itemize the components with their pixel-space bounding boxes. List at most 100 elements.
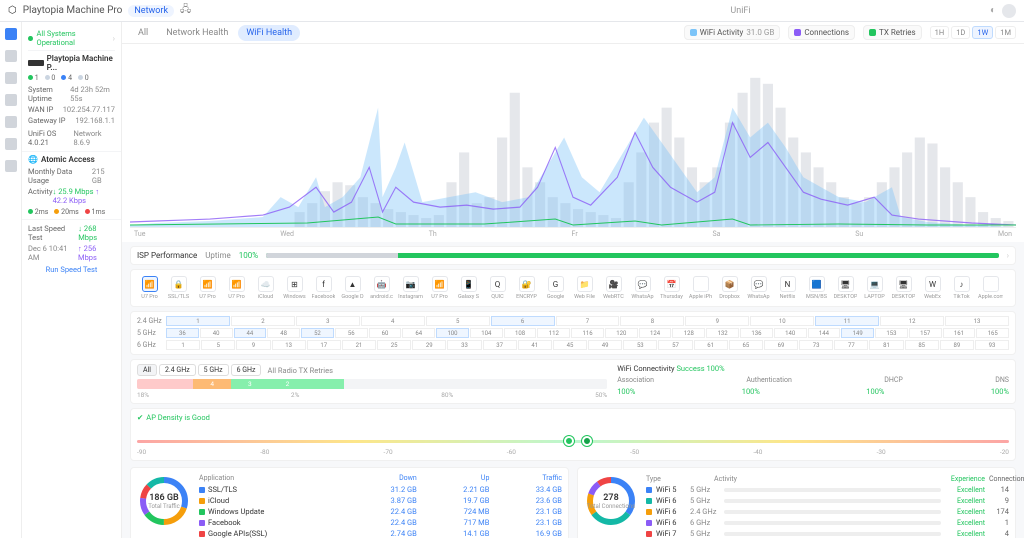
channel-120[interactable]: 120 <box>605 328 638 338</box>
channel-40[interactable]: 40 <box>200 328 233 338</box>
app-tile[interactable]: GGoogle <box>543 274 568 302</box>
channel-81[interactable]: 81 <box>869 340 903 350</box>
channel-48[interactable]: 48 <box>267 328 300 338</box>
channel-6[interactable]: 6 <box>491 316 555 326</box>
legend-connections[interactable]: Connections <box>788 25 855 40</box>
app-tile[interactable]: Apple.com <box>978 274 1003 302</box>
traffic-row[interactable]: iCloud3.87 GB19.7 GB23.6 GB <box>199 495 562 506</box>
channel-157[interactable]: 157 <box>909 328 942 338</box>
channel-37[interactable]: 37 <box>483 340 517 350</box>
app-tile[interactable]: fFacebook <box>311 274 336 302</box>
channel-5[interactable]: 5 <box>426 316 490 326</box>
traffic-row[interactable]: Windows Update22.4 GB724 MB23.1 GB <box>199 506 562 517</box>
theme-icon[interactable]: ◐ <box>990 5 996 16</box>
channel-144[interactable]: 144 <box>808 328 841 338</box>
app-tile[interactable]: 📁Web File <box>572 274 597 302</box>
channel-100[interactable]: 100 <box>436 328 469 338</box>
nav-stats[interactable] <box>5 116 17 128</box>
nav-topology[interactable] <box>5 50 17 62</box>
app-tile[interactable]: 💬WhatsAp <box>746 274 771 302</box>
channel-12[interactable]: 12 <box>880 316 944 326</box>
channel-57[interactable]: 57 <box>658 340 692 350</box>
channel-8[interactable]: 8 <box>620 316 684 326</box>
channel-60[interactable]: 60 <box>369 328 402 338</box>
channel-108[interactable]: 108 <box>504 328 537 338</box>
channel-73[interactable]: 73 <box>799 340 833 350</box>
channel-1[interactable]: 1 <box>166 340 200 350</box>
section-pill[interactable]: Network <box>128 5 174 17</box>
channel-132[interactable]: 132 <box>706 328 739 338</box>
legend-tx-retries[interactable]: TX Retries <box>863 25 922 40</box>
user-avatar[interactable] <box>1002 4 1016 18</box>
app-tile[interactable]: 💬WhatsAp <box>630 274 655 302</box>
channel-128[interactable]: 128 <box>672 328 705 338</box>
app-tile[interactable]: ⊞Windows <box>282 274 307 302</box>
app-tile[interactable]: Apple iPh <box>688 274 713 302</box>
app-tile[interactable]: 🔒SSL/TLS <box>166 274 191 302</box>
channel-25[interactable]: 25 <box>377 340 411 350</box>
channel-13[interactable]: 13 <box>272 340 306 350</box>
nav-settings[interactable] <box>5 138 17 150</box>
channel-36[interactable]: 36 <box>166 328 199 338</box>
channel-13[interactable]: 13 <box>945 316 1009 326</box>
channel-69[interactable]: 69 <box>764 340 798 350</box>
app-tile[interactable]: 📦Dropbox <box>717 274 742 302</box>
channel-1[interactable]: 1 <box>166 316 230 326</box>
conn-row[interactable]: WiFi 75 GHzExcellent4 <box>646 528 1009 538</box>
range-1M[interactable]: 1M <box>995 26 1016 39</box>
range-1W[interactable]: 1W <box>972 26 993 39</box>
app-tile[interactable]: 🟦MSN/BS <box>804 274 829 302</box>
app-tile[interactable]: 🎥WebRTC <box>601 274 626 302</box>
channel-3[interactable]: 3 <box>296 316 360 326</box>
app-tile[interactable]: 📶U7 Pro <box>195 274 220 302</box>
channel-140[interactable]: 140 <box>774 328 807 338</box>
channel-165[interactable]: 165 <box>976 328 1009 338</box>
legend-wifi-activity[interactable]: WiFi Activity31.0 GB <box>684 25 781 40</box>
channel-33[interactable]: 33 <box>447 340 481 350</box>
tab-all[interactable]: All <box>130 25 156 41</box>
conn-row[interactable]: WiFi 65 GHzExcellent9 <box>646 495 1009 506</box>
conn-row[interactable]: WiFi 62.4 GHzExcellent174 <box>646 506 1009 517</box>
traffic-row[interactable]: SSL/TLS31.2 GB2.21 GB33.4 GB <box>199 484 562 495</box>
app-tile[interactable]: 🖥DESKTOP <box>833 274 858 302</box>
app-tile[interactable]: 🖥DESKTOP <box>891 274 916 302</box>
channel-9[interactable]: 9 <box>236 340 270 350</box>
traffic-row[interactable]: Facebook22.4 GB717 MB23.1 GB <box>199 517 562 528</box>
channel-104[interactable]: 104 <box>470 328 503 338</box>
nav-clients[interactable] <box>5 94 17 106</box>
channel-136[interactable]: 136 <box>740 328 773 338</box>
channel-149[interactable]: 149 <box>841 328 874 338</box>
channel-44[interactable]: 44 <box>234 328 267 338</box>
app-tile[interactable]: 📱Galaxy S <box>456 274 481 302</box>
channel-61[interactable]: 61 <box>694 340 728 350</box>
range-1D[interactable]: 1D <box>951 26 970 39</box>
channel-89[interactable]: 89 <box>940 340 974 350</box>
app-tile[interactable]: WWebEx <box>920 274 945 302</box>
ratio-tab[interactable]: All <box>137 364 157 376</box>
app-tile[interactable]: 📶U7 Pro <box>224 274 249 302</box>
channel-52[interactable]: 52 <box>301 328 334 338</box>
channel-153[interactable]: 153 <box>875 328 908 338</box>
app-tile[interactable]: 📶U7 Pro <box>427 274 452 302</box>
channel-56[interactable]: 56 <box>335 328 368 338</box>
channel-29[interactable]: 29 <box>412 340 446 350</box>
channel-77[interactable]: 77 <box>834 340 868 350</box>
channel-53[interactable]: 53 <box>623 340 657 350</box>
nav-logs[interactable] <box>5 160 17 172</box>
channel-17[interactable]: 17 <box>307 340 341 350</box>
ratio-tab[interactable]: 2.4 GHz <box>159 364 196 376</box>
conn-row[interactable]: WiFi 55 GHzExcellent14 <box>646 484 1009 495</box>
app-tile[interactable]: ▲Google D <box>340 274 365 302</box>
channel-124[interactable]: 124 <box>639 328 672 338</box>
channel-85[interactable]: 85 <box>905 340 939 350</box>
channel-5[interactable]: 5 <box>201 340 235 350</box>
channel-10[interactable]: 10 <box>750 316 814 326</box>
channel-2[interactable]: 2 <box>231 316 295 326</box>
channel-116[interactable]: 116 <box>571 328 604 338</box>
app-tile[interactable]: 🤖android.c <box>369 274 394 302</box>
conn-row[interactable]: WiFi 66 GHzExcellent1 <box>646 517 1009 528</box>
app-tile[interactable]: NNetflix <box>775 274 800 302</box>
app-tile[interactable]: 📷Instagram <box>398 274 423 302</box>
app-tile[interactable]: ☁️iCloud <box>253 274 278 302</box>
channel-112[interactable]: 112 <box>537 328 570 338</box>
